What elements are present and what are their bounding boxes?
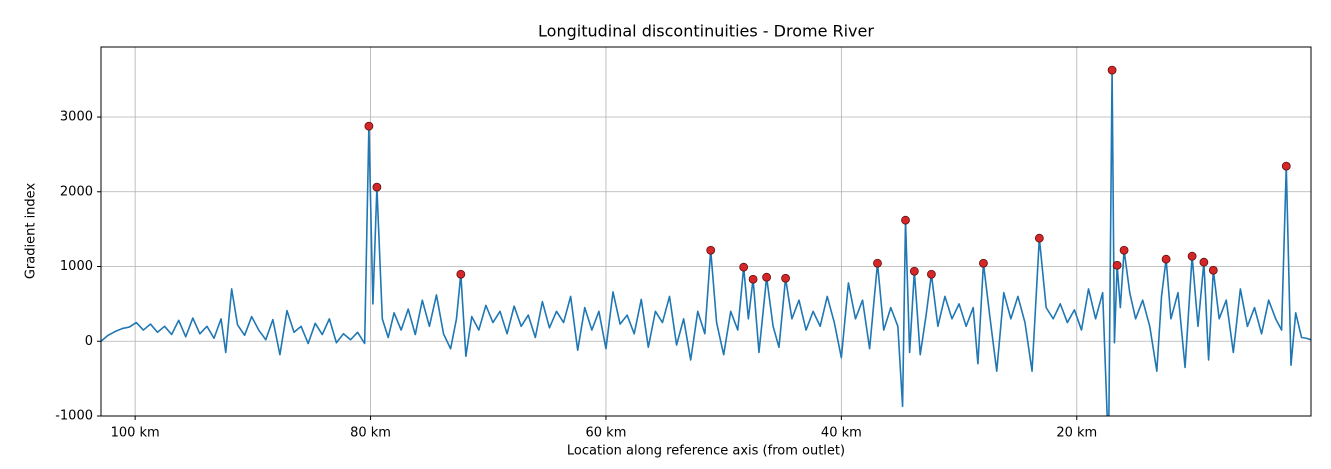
y-tick-label: 2000	[60, 184, 93, 199]
x-tick-label: 80 km	[350, 426, 391, 441]
x-tick-label: 100 km	[111, 426, 160, 441]
discontinuity-point	[372, 182, 382, 192]
y-axis-label: Gradient index	[24, 183, 39, 280]
x-tick-label: 20 km	[1056, 426, 1097, 441]
discontinuity-point	[781, 273, 790, 283]
discontinuity-point	[1161, 254, 1171, 264]
x-tick-label: 60 km	[586, 426, 627, 441]
y-tick-label: 3000	[60, 110, 93, 125]
discontinuity-point	[1208, 265, 1218, 275]
discontinuity-point	[1119, 245, 1129, 255]
discontinuity-point	[706, 245, 716, 255]
discontinuity-point	[762, 272, 772, 282]
plot-area	[101, 65, 1311, 416]
x-axis-label: Location along reference axis (from outl…	[567, 444, 845, 459]
discontinuity-point	[748, 274, 758, 284]
discontinuity-point	[909, 266, 919, 276]
chart-title: Longitudinal discontinuities - Drome Riv…	[538, 22, 874, 41]
discontinuity-point	[364, 121, 374, 131]
discontinuity-point	[979, 258, 988, 268]
discontinuity-point	[739, 262, 749, 272]
y-tick-label: -1000	[55, 409, 93, 424]
discontinuity-point	[1107, 65, 1117, 75]
axes-frame	[100, 46, 1312, 417]
discontinuity-point	[873, 258, 882, 268]
data-line	[101, 69, 1311, 416]
x-tick-label: 40 km	[821, 426, 862, 441]
discontinuity-point	[1281, 161, 1291, 171]
discontinuity-point	[901, 215, 910, 225]
discontinuity-point	[1187, 251, 1197, 261]
y-tick-label: 1000	[60, 259, 93, 274]
discontinuity-point	[1112, 260, 1122, 270]
discontinuity-point	[927, 269, 936, 279]
discontinuity-point	[456, 269, 466, 279]
axes: 100 km 80 km 60 km 40 km 20 km -1000 0 1000 2000…	[55, 110, 1097, 441]
y-tick-label: 0	[85, 334, 93, 349]
discontinuity-point	[1034, 233, 1044, 243]
discontinuity-point	[1199, 257, 1209, 267]
